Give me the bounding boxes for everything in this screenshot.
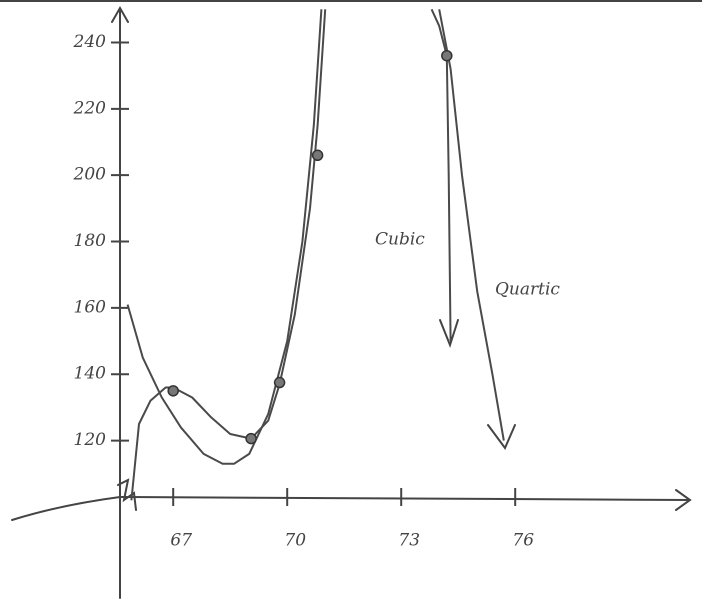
x-tick-label: 70 [284, 531, 306, 551]
data-point [313, 150, 323, 160]
x-tick-label: 67 [170, 531, 192, 551]
annotation: Cubic [375, 230, 425, 250]
x-tick-label: 76 [512, 531, 534, 551]
data-point [246, 434, 256, 444]
data-point [168, 386, 178, 396]
x-tick-label: 73 [398, 531, 420, 551]
y-tick-label: 220 [73, 98, 107, 118]
chart: Cubic Quartic 240 220 200 180 160 140 120 67 70 7… [0, 0, 702, 601]
annotation: Quartic [495, 280, 560, 300]
data-point [442, 51, 452, 61]
y-tick-label: 120 [74, 430, 107, 450]
y-tick-label: 180 [74, 231, 107, 251]
y-tick-label: 140 [74, 364, 107, 384]
y-tick-label: 160 [74, 297, 107, 317]
y-tick-label: 200 [73, 165, 107, 185]
data-point [275, 378, 285, 388]
page: Cubic Quartic 240 220 200 180 160 140 120 67 70 7… [0, 0, 702, 601]
arrow-head [440, 320, 458, 345]
y-tick-label: 240 [73, 32, 107, 52]
x-axis [12, 497, 690, 520]
